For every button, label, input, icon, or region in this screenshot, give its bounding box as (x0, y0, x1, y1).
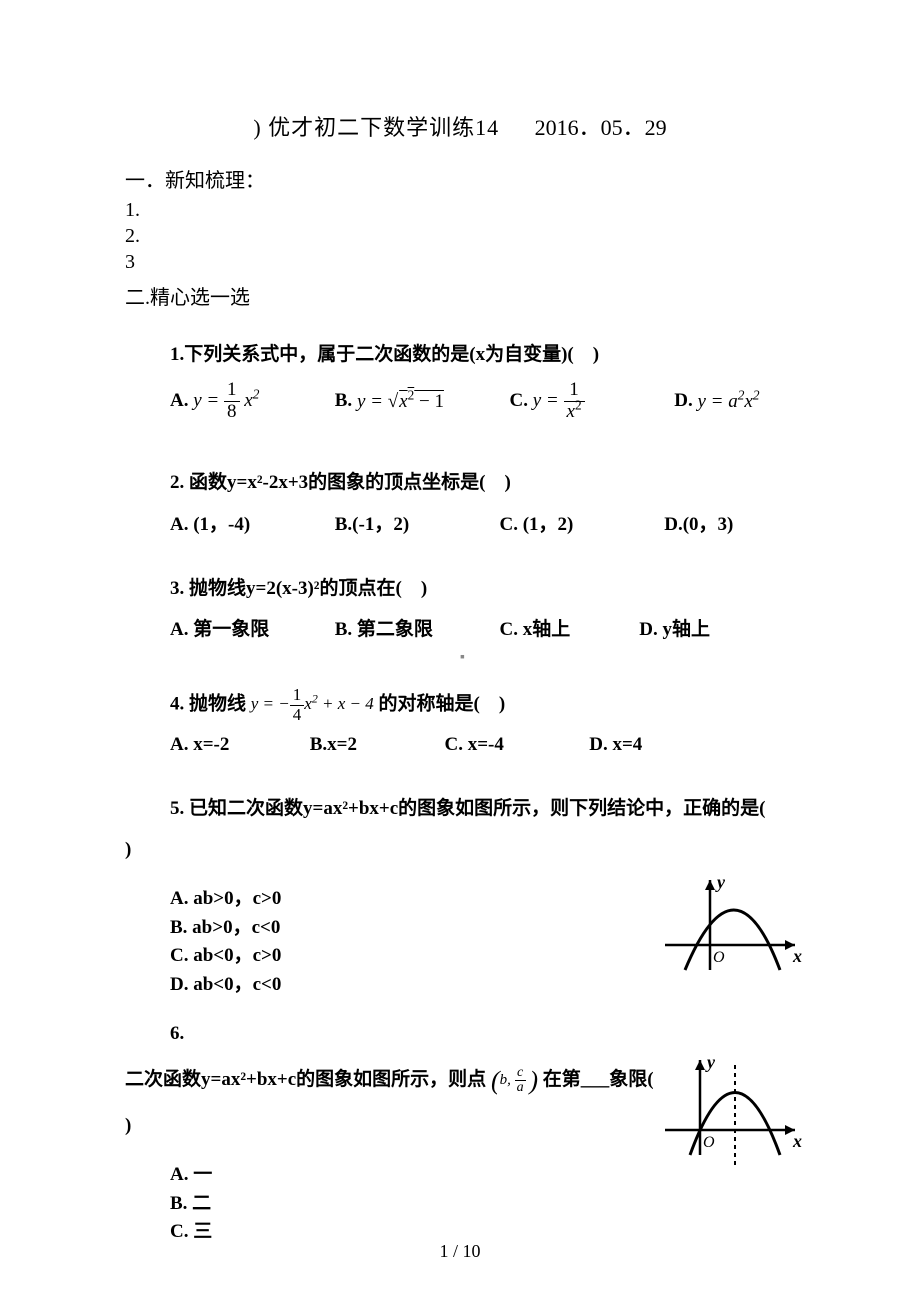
section1-heading: 一．新知梳理： (125, 164, 795, 193)
q4-option-c: C. x=-4 (445, 734, 585, 756)
parabola (685, 910, 780, 970)
q4-options: A. x=-2 B.x=2 C. x=-4 D. x=4 (170, 734, 795, 756)
q4-stem: 4. 抛物线 y = −14x2 + x − 4 的对称轴是( ) (170, 686, 795, 724)
q5-close: ) (125, 835, 795, 865)
q3-options: A. 第一象限 B. 第二象限 C. x轴上 D. y轴上 (170, 614, 795, 641)
q3-stem: 3. 抛物线y=2(x-3)²的顶点在( ) (170, 574, 795, 604)
q2-option-d: D.(0，3) (664, 509, 733, 536)
q4-option-b: B.x=2 (310, 734, 440, 756)
q3-option-d: D. y轴上 (639, 614, 710, 641)
section1-item-1: 1. (125, 197, 795, 223)
q2-stem: 2. 函数y=x²-2x+3的图象的顶点坐标是( ) (170, 468, 795, 498)
page-footer: 1 / 10 (0, 1241, 920, 1262)
y-label: y (705, 1052, 716, 1072)
q6-options: A. 一 B. 二 C. 三 (170, 1161, 795, 1247)
x-label: x (792, 946, 802, 966)
q1-option-a: A. y = 18 x2 (170, 380, 330, 423)
center-marker: ▪ (460, 650, 465, 666)
title-date: 2016．05．29 (535, 115, 667, 140)
q3-option-a: A. 第一象限 (170, 614, 330, 641)
q2-option-b: B.(-1，2) (335, 509, 495, 536)
section2-heading: 二.精心选一选 (125, 281, 795, 310)
origin-label: O (713, 949, 725, 966)
section1-item-3: 3 (125, 249, 795, 275)
q6-graph: y x O (655, 1050, 805, 1170)
page-title-row: ) 优才初二下数学训练14 2016．05．29 (125, 110, 795, 142)
q1-stem: 1.下列关系式中，属于二次函数的是(x为自变量)( ) (170, 340, 795, 370)
x-label: x (792, 1131, 802, 1151)
q2-option-a: A. (1，-4) (170, 509, 330, 536)
q3-option-b: B. 第二象限 (335, 614, 495, 641)
q6-option-b: B. 二 (170, 1190, 795, 1219)
section1-item-2: 2. (125, 223, 795, 249)
y-arrow (705, 880, 715, 890)
q4-option-a: A. x=-2 (170, 734, 305, 756)
title-text: 优才初二下数学训练14 (268, 115, 499, 140)
q1-options: A. y = 18 x2 B. y = √x2 − 1 C. y = 1x2 D… (170, 380, 795, 423)
q3-option-c: C. x轴上 (500, 614, 635, 641)
q4-option-d: D. x=4 (589, 734, 642, 756)
q6-heading: 6. (170, 1019, 795, 1049)
q1-option-d: D. y = a2x2 (674, 390, 759, 413)
q2-options: A. (1，-4) B.(-1，2) C. (1，2) D.(0，3) (170, 509, 795, 536)
q1-option-b: B. y = √x2 − 1 (335, 390, 505, 413)
q5-graph: y x O (655, 870, 805, 980)
y-label: y (715, 872, 726, 892)
q1-option-c: C. y = 1x2 (510, 380, 670, 423)
y-arrow (695, 1060, 705, 1070)
q2-option-c: C. (1，2) (500, 509, 660, 536)
title-prefix: ) 优才初二下数学训练14 (253, 115, 499, 140)
q5-stem: 5. 已知二次函数y=ax²+bx+c的图象如图所示，则下列结论中，正确的是( (170, 794, 795, 824)
origin-label: O (703, 1134, 715, 1151)
